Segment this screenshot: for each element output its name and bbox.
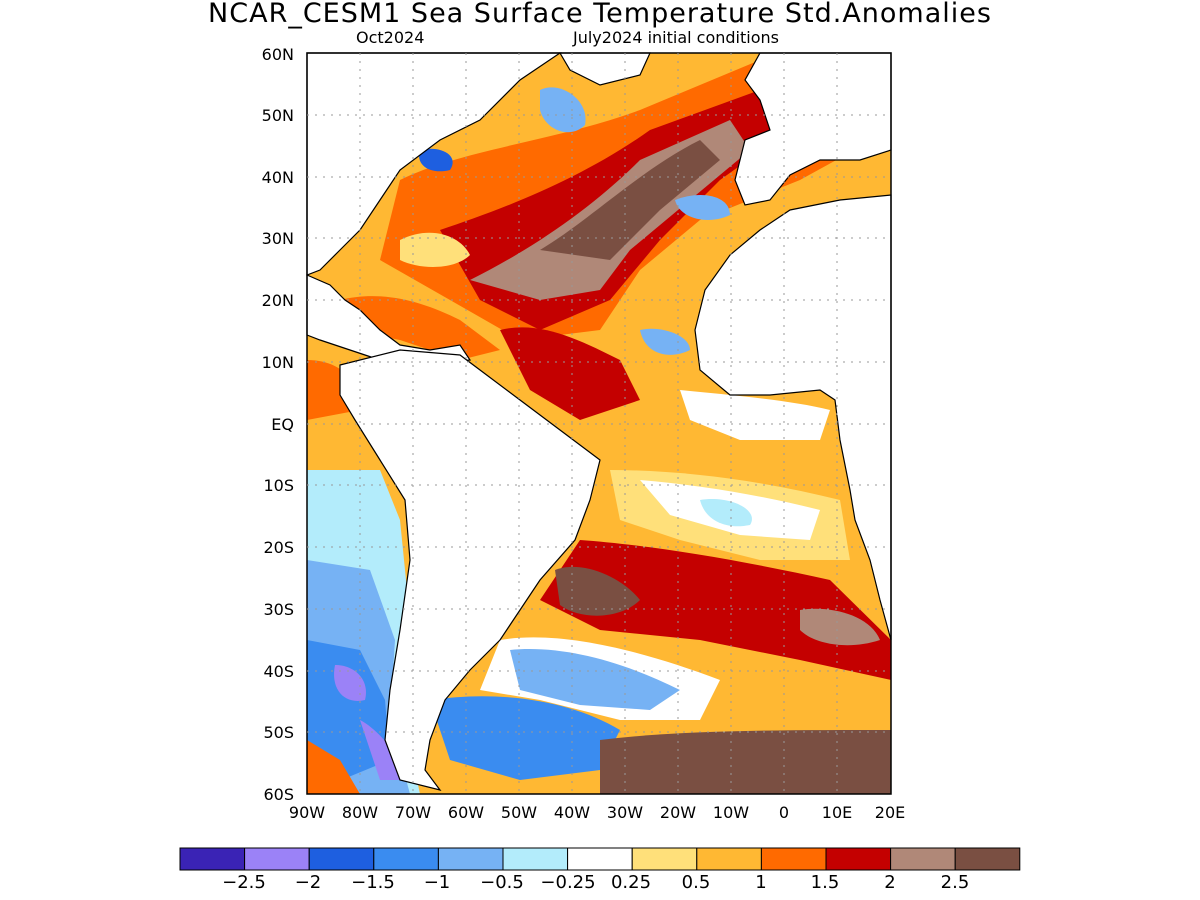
colorbar-label: 2 — [884, 872, 896, 893]
initial-conditions-label: July2024 initial conditions — [573, 28, 779, 47]
colorbar-swatch — [890, 847, 956, 871]
forecast-month-label: Oct2024 — [356, 28, 425, 47]
lat-label: 20S — [263, 538, 294, 557]
colorbar-swatch — [631, 847, 698, 871]
colorbar-swatch — [244, 847, 310, 871]
colorbar-label: −2 — [294, 872, 322, 893]
map-title: NCAR_CESM1 Sea Surface Temperature Std.A… — [208, 0, 992, 29]
lon-label: 30W — [606, 803, 644, 822]
lat-label: 20N — [261, 291, 294, 310]
colorbar-label: 0.5 — [681, 872, 711, 893]
colorbar-swatch — [373, 847, 439, 871]
lon-label: 20W — [659, 803, 697, 822]
colorbar-label: −1 — [423, 872, 451, 893]
lon-label: 60W — [447, 803, 485, 822]
colorbar-swatch — [308, 847, 375, 871]
lon-label: 90W — [288, 803, 326, 822]
colorbar-swatch — [567, 847, 633, 871]
colorbar-label: 1.5 — [810, 872, 840, 893]
colorbar-swatch — [760, 847, 827, 871]
colorbar — [179, 847, 1021, 871]
colorbar-label: 1 — [755, 872, 767, 893]
lat-label: 40N — [261, 168, 294, 187]
colorbar-swatch — [696, 847, 762, 871]
lat-label: 40S — [263, 662, 294, 681]
landmasses — [306, 52, 892, 791]
grid-lines — [307, 53, 891, 794]
colorbar-swatch — [179, 847, 246, 871]
lon-label: 40W — [553, 803, 591, 822]
lon-label: 70W — [394, 803, 432, 822]
colorbar-swatch — [437, 847, 504, 871]
colorbar-label: 0.25 — [610, 872, 652, 893]
lon-label: 10W — [712, 803, 750, 822]
lat-label: 50S — [263, 723, 294, 742]
lat-label: 10S — [263, 476, 294, 495]
lon-label: 10E — [821, 803, 853, 822]
lat-label: 60N — [261, 45, 294, 64]
colorbar-label: 2.5 — [940, 872, 970, 893]
lon-label: 0 — [778, 803, 790, 822]
colorbar-label: −2.5 — [222, 872, 266, 893]
lat-label: 10N — [261, 353, 294, 372]
colorbar-label: −0.25 — [540, 872, 596, 893]
colorbar-swatch — [825, 847, 892, 871]
lon-label: 50W — [500, 803, 538, 822]
colorbar-swatch — [502, 847, 569, 871]
lat-label: 30N — [261, 229, 294, 248]
lon-label: 20E — [874, 803, 906, 822]
lat-label: 50N — [261, 106, 294, 125]
lat-label: 60S — [263, 785, 294, 804]
colorbar-label: −0.5 — [480, 872, 524, 893]
colorbar-swatch — [954, 847, 1021, 871]
lat-label: EQ — [271, 415, 294, 434]
lat-label: 30S — [263, 600, 294, 619]
lon-label: 80W — [341, 803, 379, 822]
colorbar-label: −1.5 — [351, 872, 395, 893]
